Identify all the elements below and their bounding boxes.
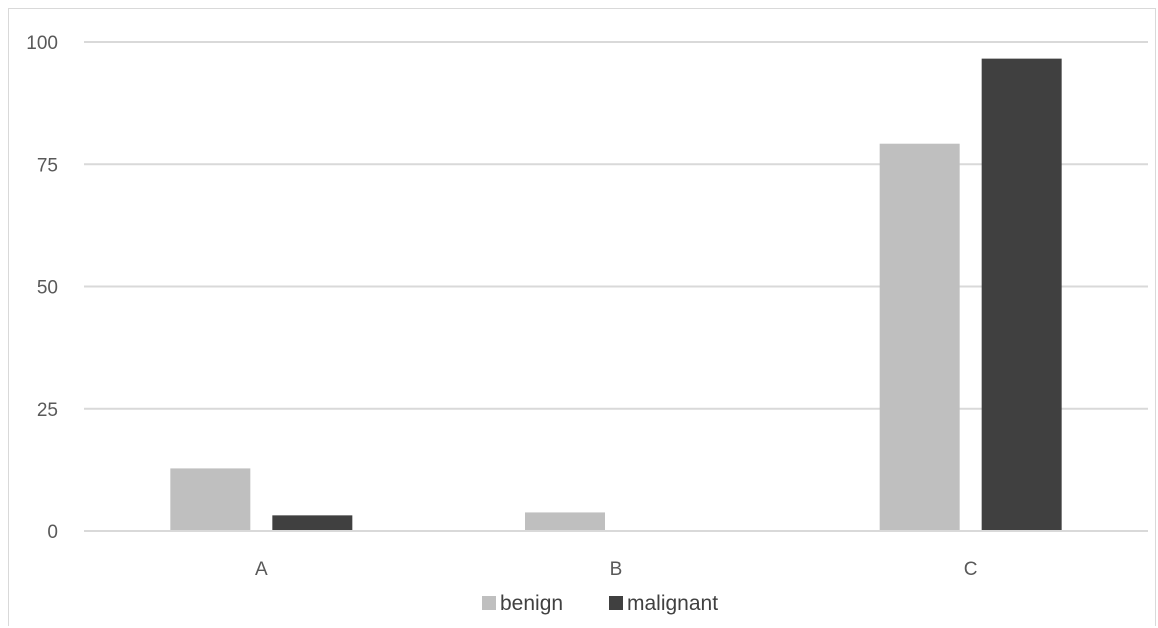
gridlines xyxy=(84,41,1148,410)
bar-benign-A xyxy=(170,468,251,531)
bar-malignant-A xyxy=(272,515,353,531)
legend-swatch-benign xyxy=(482,596,496,610)
y-tick-label: 25 xyxy=(37,400,58,421)
bar-benign-C xyxy=(879,143,960,531)
legend-label-malignant: malignant xyxy=(627,592,718,615)
legend: benign malignant xyxy=(482,592,718,615)
x-axis-tick-labels: A B C xyxy=(255,559,978,580)
y-tick-label: 75 xyxy=(37,155,58,176)
y-tick-label: 100 xyxy=(26,33,58,54)
x-tick-label: A xyxy=(255,559,268,580)
bar-malignant-C xyxy=(981,58,1062,531)
bars xyxy=(170,58,1062,531)
x-tick-label: C xyxy=(964,559,978,580)
legend-label-benign: benign xyxy=(500,592,563,615)
chart-frame xyxy=(8,8,1156,626)
y-axis-tick-labels: 0 25 50 75 100 xyxy=(26,33,58,543)
y-tick-label: 50 xyxy=(37,278,58,299)
x-tick-label: B xyxy=(610,559,623,580)
y-tick-label: 0 xyxy=(47,522,58,543)
legend-swatch-malignant xyxy=(609,596,623,610)
bar-benign-B xyxy=(525,512,605,531)
